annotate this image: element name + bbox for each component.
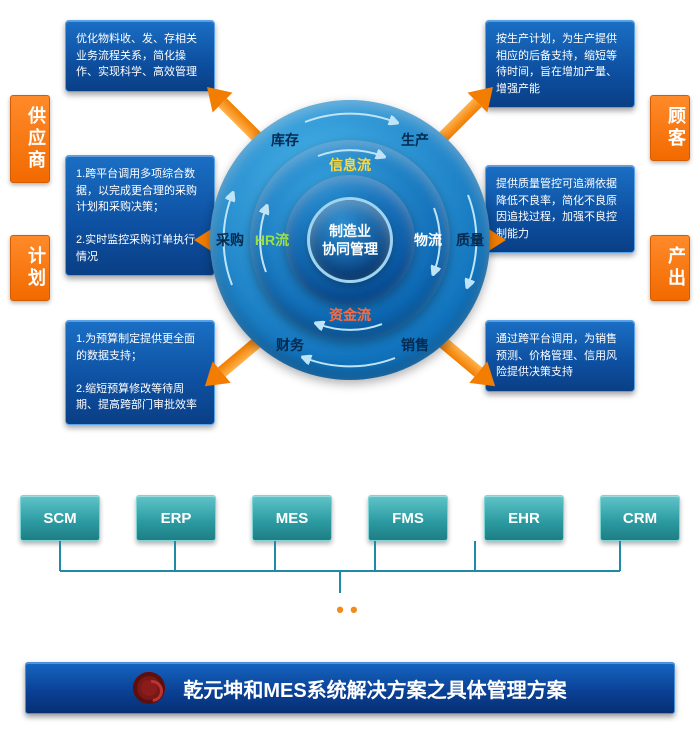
label-infoflow: 信息流 bbox=[329, 155, 371, 175]
bottom-banner: 乾元坤和MES系统解决方案之具体管理方案 bbox=[25, 662, 675, 714]
label-production: 生产 bbox=[401, 130, 429, 150]
label-hrflow: HR流 bbox=[255, 230, 289, 250]
box-mid-left: 1.跨平台调用多项综合数据，以完成更合理的采购计划和采购决策； 2.实时监控采购… bbox=[65, 155, 215, 276]
tag-plan: 计划 bbox=[10, 235, 50, 301]
label-sales: 销售 bbox=[401, 335, 429, 355]
module-crm: CRM bbox=[600, 495, 680, 541]
swirl-icon bbox=[133, 672, 165, 704]
module-scm: SCM bbox=[20, 495, 100, 541]
main-diagram: 供应商 计划 顾客 产出 优化物料收、发、存相关业务流程关系，简化操作、实现科学… bbox=[0, 0, 700, 480]
label-procure: 采购 bbox=[216, 230, 244, 250]
module-erp: ERP bbox=[136, 495, 216, 541]
banner-text: 乾元坤和MES系统解决方案之具体管理方案 bbox=[183, 674, 566, 703]
ellipsis-dots: •• bbox=[0, 597, 700, 623]
module-mes: MES bbox=[252, 495, 332, 541]
box-top-right: 按生产计划，为生产提供相应的后备支持，缩短等待时间，旨在增加产量、增强产能 bbox=[485, 20, 635, 108]
label-finance: 财务 bbox=[276, 335, 304, 355]
box-top-left: 优化物料收、发、存相关业务流程关系，简化操作、实现科学、高效管理 bbox=[65, 20, 215, 92]
box-mid-right: 提供质量管控可追溯依据降低不良率，简化不良原因追找过程，加强不良控制能力 bbox=[485, 165, 635, 253]
label-quality: 质量 bbox=[456, 230, 484, 250]
box-bot-left: 1.为预算制定提供更全面的数据支持； 2.缩短预算修改等待周期、提高跨部门审批效… bbox=[65, 320, 215, 425]
label-matflow: 物流 bbox=[414, 230, 442, 250]
label-capflow: 资金流 bbox=[329, 305, 371, 325]
connector-lines bbox=[0, 541, 700, 601]
box-bot-right: 通过跨平台调用，为销售预测、价格管理、信用风险提供决策支持 bbox=[485, 320, 635, 392]
tag-supplier: 供应商 bbox=[10, 95, 50, 183]
tag-customer: 顾客 bbox=[650, 95, 690, 161]
tag-output: 产出 bbox=[650, 235, 690, 301]
module-ehr: EHR bbox=[484, 495, 564, 541]
modules-row: SCM ERP MES FMS EHR CRM bbox=[0, 495, 700, 541]
modules-section: SCM ERP MES FMS EHR CRM •• bbox=[0, 495, 700, 623]
label-inventory: 库存 bbox=[271, 130, 299, 150]
module-fms: FMS bbox=[368, 495, 448, 541]
